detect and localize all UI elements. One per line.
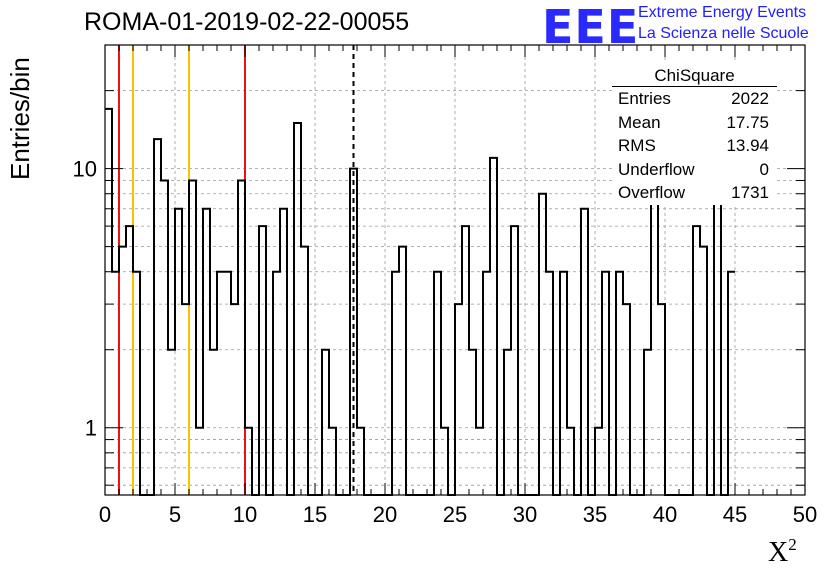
logo-line-1: Extreme Energy Events (638, 4, 807, 21)
x-tick-label: 35 (583, 502, 607, 527)
y-axis-label: Entries/bin (5, 57, 35, 180)
stats-label: Entries (618, 89, 671, 108)
x-axis-label: X2 (768, 535, 797, 568)
x-tick-label: 5 (169, 502, 181, 527)
stats-label: Underflow (618, 159, 695, 179)
stats-row-entries: Entries 2022 (612, 87, 777, 111)
x-tick-label: 10 (233, 502, 257, 527)
stats-value: 0 (759, 159, 769, 179)
stats-label: Mean (618, 112, 661, 132)
stats-title: ChiSquare (612, 62, 777, 87)
histogram-title: ROMA-01-2019-02-22-00055 (84, 8, 410, 36)
stats-label: Overflow (618, 183, 686, 202)
stats-label: RMS (618, 136, 656, 155)
x-tick-label: 45 (723, 502, 747, 527)
y-tick-label: 1 (85, 416, 97, 441)
stats-value: 17.75 (726, 112, 769, 132)
eee-logo: EEE (542, 0, 640, 54)
x-tick-label: 25 (443, 502, 467, 527)
stats-row-underflow: Underflow 0 (612, 158, 777, 182)
stats-value: 13.94 (726, 136, 769, 155)
y-tick-label: 10 (73, 157, 97, 182)
logo-line-2: La Scienza nelle Scuole (638, 25, 809, 42)
x-tick-label: 0 (99, 502, 111, 527)
x-tick-label: 50 (793, 502, 817, 527)
stats-row-rms: RMS 13.94 (612, 134, 777, 158)
stats-box: ChiSquare Entries 2022 Mean 17.75 RMS 13… (612, 62, 777, 205)
x-tick-label: 15 (303, 502, 327, 527)
x-tick-label: 20 (373, 502, 397, 527)
x-tick-label: 30 (513, 502, 537, 527)
stats-value: 2022 (731, 89, 769, 108)
x-tick-label: 40 (653, 502, 677, 527)
stats-row-mean: Mean 17.75 (612, 111, 777, 135)
stats-row-overflow: Overflow 1731 (612, 181, 777, 205)
stats-value: 1731 (731, 183, 769, 202)
